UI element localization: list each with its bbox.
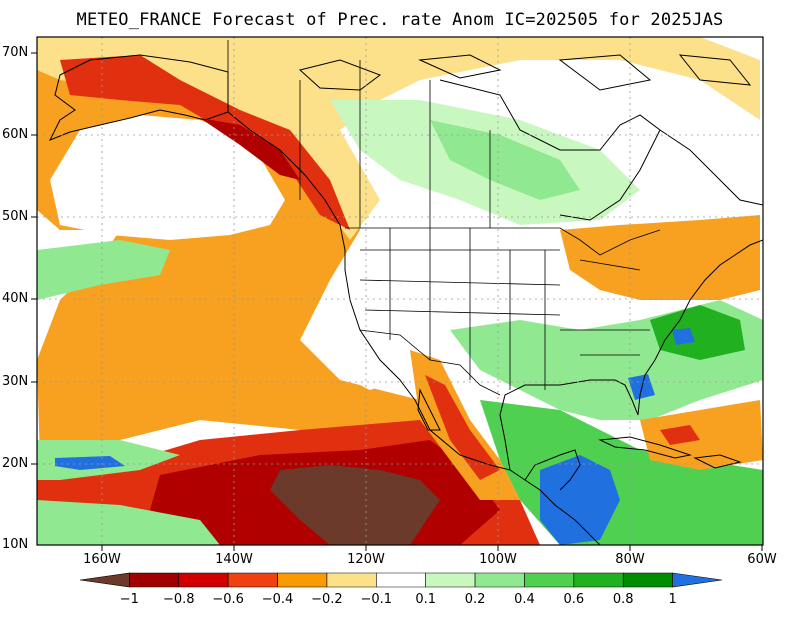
anomaly-green-tropics-south — [37, 500, 220, 545]
coast-baja — [417, 388, 441, 431]
anomaly-green-west — [37, 240, 170, 300]
anomaly-blue-centralamerica — [540, 455, 620, 545]
anomaly-red-alaska — [60, 55, 350, 230]
coast-yucatan — [524, 449, 581, 491]
colorbar-label: 0.4 — [514, 592, 535, 607]
coast-hispaniola — [693, 454, 742, 469]
lat-label-10n: 10N — [2, 537, 29, 552]
lat-label-40n: 40N — [2, 291, 29, 306]
border-provinces — [299, 60, 491, 228]
map-title: METEO_FRANCE Forecast of Prec. rate Anom… — [76, 10, 724, 30]
colorbar-label: −0.6 — [212, 592, 244, 607]
coast-arctic-islands — [298, 54, 752, 91]
anomaly-darkgreen-atlantic — [650, 305, 745, 360]
lat-label-70n: 70N — [2, 45, 29, 60]
anomaly-white-pacific — [50, 115, 285, 240]
colorbar-label: 0.8 — [612, 592, 634, 607]
coast-hudson — [439, 79, 661, 221]
colorbar-label: 0.6 — [563, 592, 585, 607]
anomaly-orange-northeast — [560, 215, 760, 300]
coast-alaska — [48, 54, 229, 141]
colorbar-label: −0.4 — [261, 592, 294, 607]
anomaly-red-atlantic — [660, 425, 700, 445]
lat-label-50n: 50N — [2, 209, 29, 224]
anomaly-darkred-coast — [200, 118, 300, 180]
lon-label-120w: 120W — [347, 552, 385, 567]
anomaly-brown-eastpacific — [270, 465, 440, 545]
lon-label-80w: 80W — [615, 552, 645, 567]
borders — [227, 40, 661, 396]
lat-label-30n: 30N — [2, 374, 29, 389]
anomaly-green-canada — [430, 120, 580, 200]
colorbar-label: −1 — [119, 592, 139, 607]
colorbar-label: −0.2 — [311, 592, 343, 607]
coast-labrador — [659, 129, 763, 206]
anomaly-blue-tropics — [55, 456, 125, 470]
anomaly-light-orange-north — [37, 37, 760, 240]
lon-label-160w: 160W — [83, 552, 121, 567]
colorbar-label: 0.2 — [464, 592, 486, 607]
coastlines — [48, 54, 763, 545]
coast-cuba — [598, 436, 692, 459]
anomaly-orange-caribbean — [640, 400, 763, 470]
anomaly-blue-atlantic — [672, 328, 695, 345]
colorbar-label: −0.8 — [162, 592, 195, 607]
colorbar-label: −0.1 — [360, 592, 393, 607]
coast-gulf — [499, 239, 763, 471]
lon-label-60w: 60W — [747, 552, 777, 567]
anomaly-red-mexico — [425, 375, 500, 480]
border-us-mexico — [359, 329, 501, 396]
colorbar-label: 0.1 — [415, 592, 437, 607]
lon-label-100w: 100W — [479, 552, 517, 567]
lat-label-60n: 60N — [2, 127, 29, 142]
anomaly-field — [37, 37, 763, 545]
anomaly-white-west — [310, 300, 400, 390]
coast-north-america — [227, 111, 601, 545]
lat-label-20n: 20N — [2, 456, 29, 471]
map-frame — [36, 36, 764, 546]
graticule — [37, 37, 763, 545]
lon-label-140w: 140W — [215, 552, 253, 567]
border-us-canada — [345, 227, 661, 256]
border-states — [359, 228, 650, 390]
tick-marks — [31, 52, 763, 551]
colorbar-label: 1 — [668, 592, 677, 607]
